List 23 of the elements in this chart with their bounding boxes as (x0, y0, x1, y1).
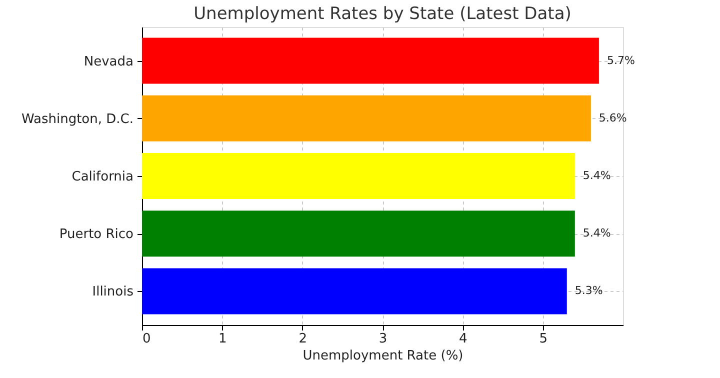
x-tick-label: 4 (459, 332, 468, 346)
data-label: 5.4% (582, 169, 611, 182)
x-axis-title: Unemployment Rate (%) (302, 348, 464, 364)
data-label: 5.4% (582, 226, 611, 240)
x-tick-label: 0 (142, 332, 151, 346)
x-tick-label: 3 (378, 332, 388, 346)
chart-title: Unemployment Rates by State (Latest Data) (194, 4, 572, 24)
y-tick-label: Nevada (84, 54, 134, 70)
x-tick-label: 1 (218, 332, 227, 346)
x-tick-label: 2 (298, 332, 307, 346)
y-tick-label: Washington, D.C. (21, 112, 134, 127)
bar (142, 268, 567, 314)
data-label: 5.3% (574, 284, 603, 298)
y-tick-label: Puerto Rico (59, 227, 134, 242)
data-label: 5.6% (598, 111, 627, 124)
y-tick-label: Illinois (92, 284, 134, 300)
x-tick-label: 5 (539, 332, 548, 346)
bar (142, 210, 575, 257)
bar (142, 95, 591, 142)
bar (142, 38, 599, 84)
data-label: 5.7% (606, 54, 635, 67)
bar (142, 153, 575, 199)
y-tick-label: California (72, 170, 134, 184)
